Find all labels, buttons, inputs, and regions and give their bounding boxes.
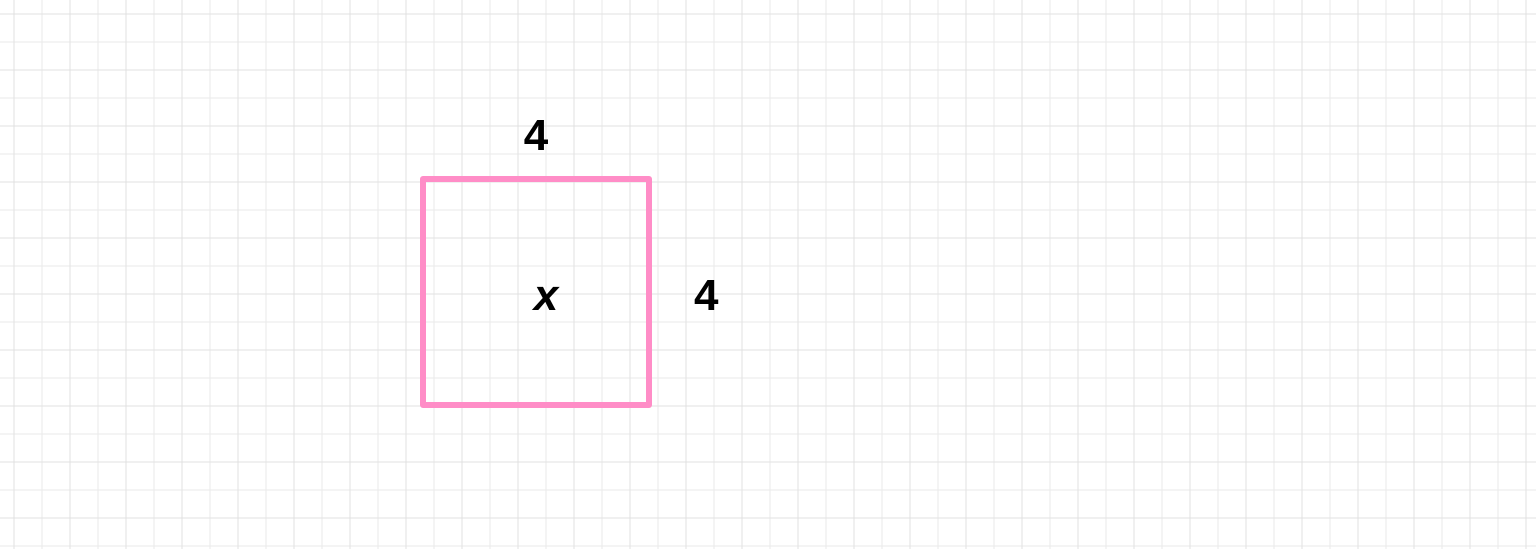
center-label: x — [534, 274, 558, 318]
top-side-label: 4 — [524, 114, 548, 158]
grid-background — [0, 0, 1536, 549]
diagram-canvas: x 4 4 — [0, 0, 1536, 549]
right-side-label: 4 — [694, 274, 718, 318]
